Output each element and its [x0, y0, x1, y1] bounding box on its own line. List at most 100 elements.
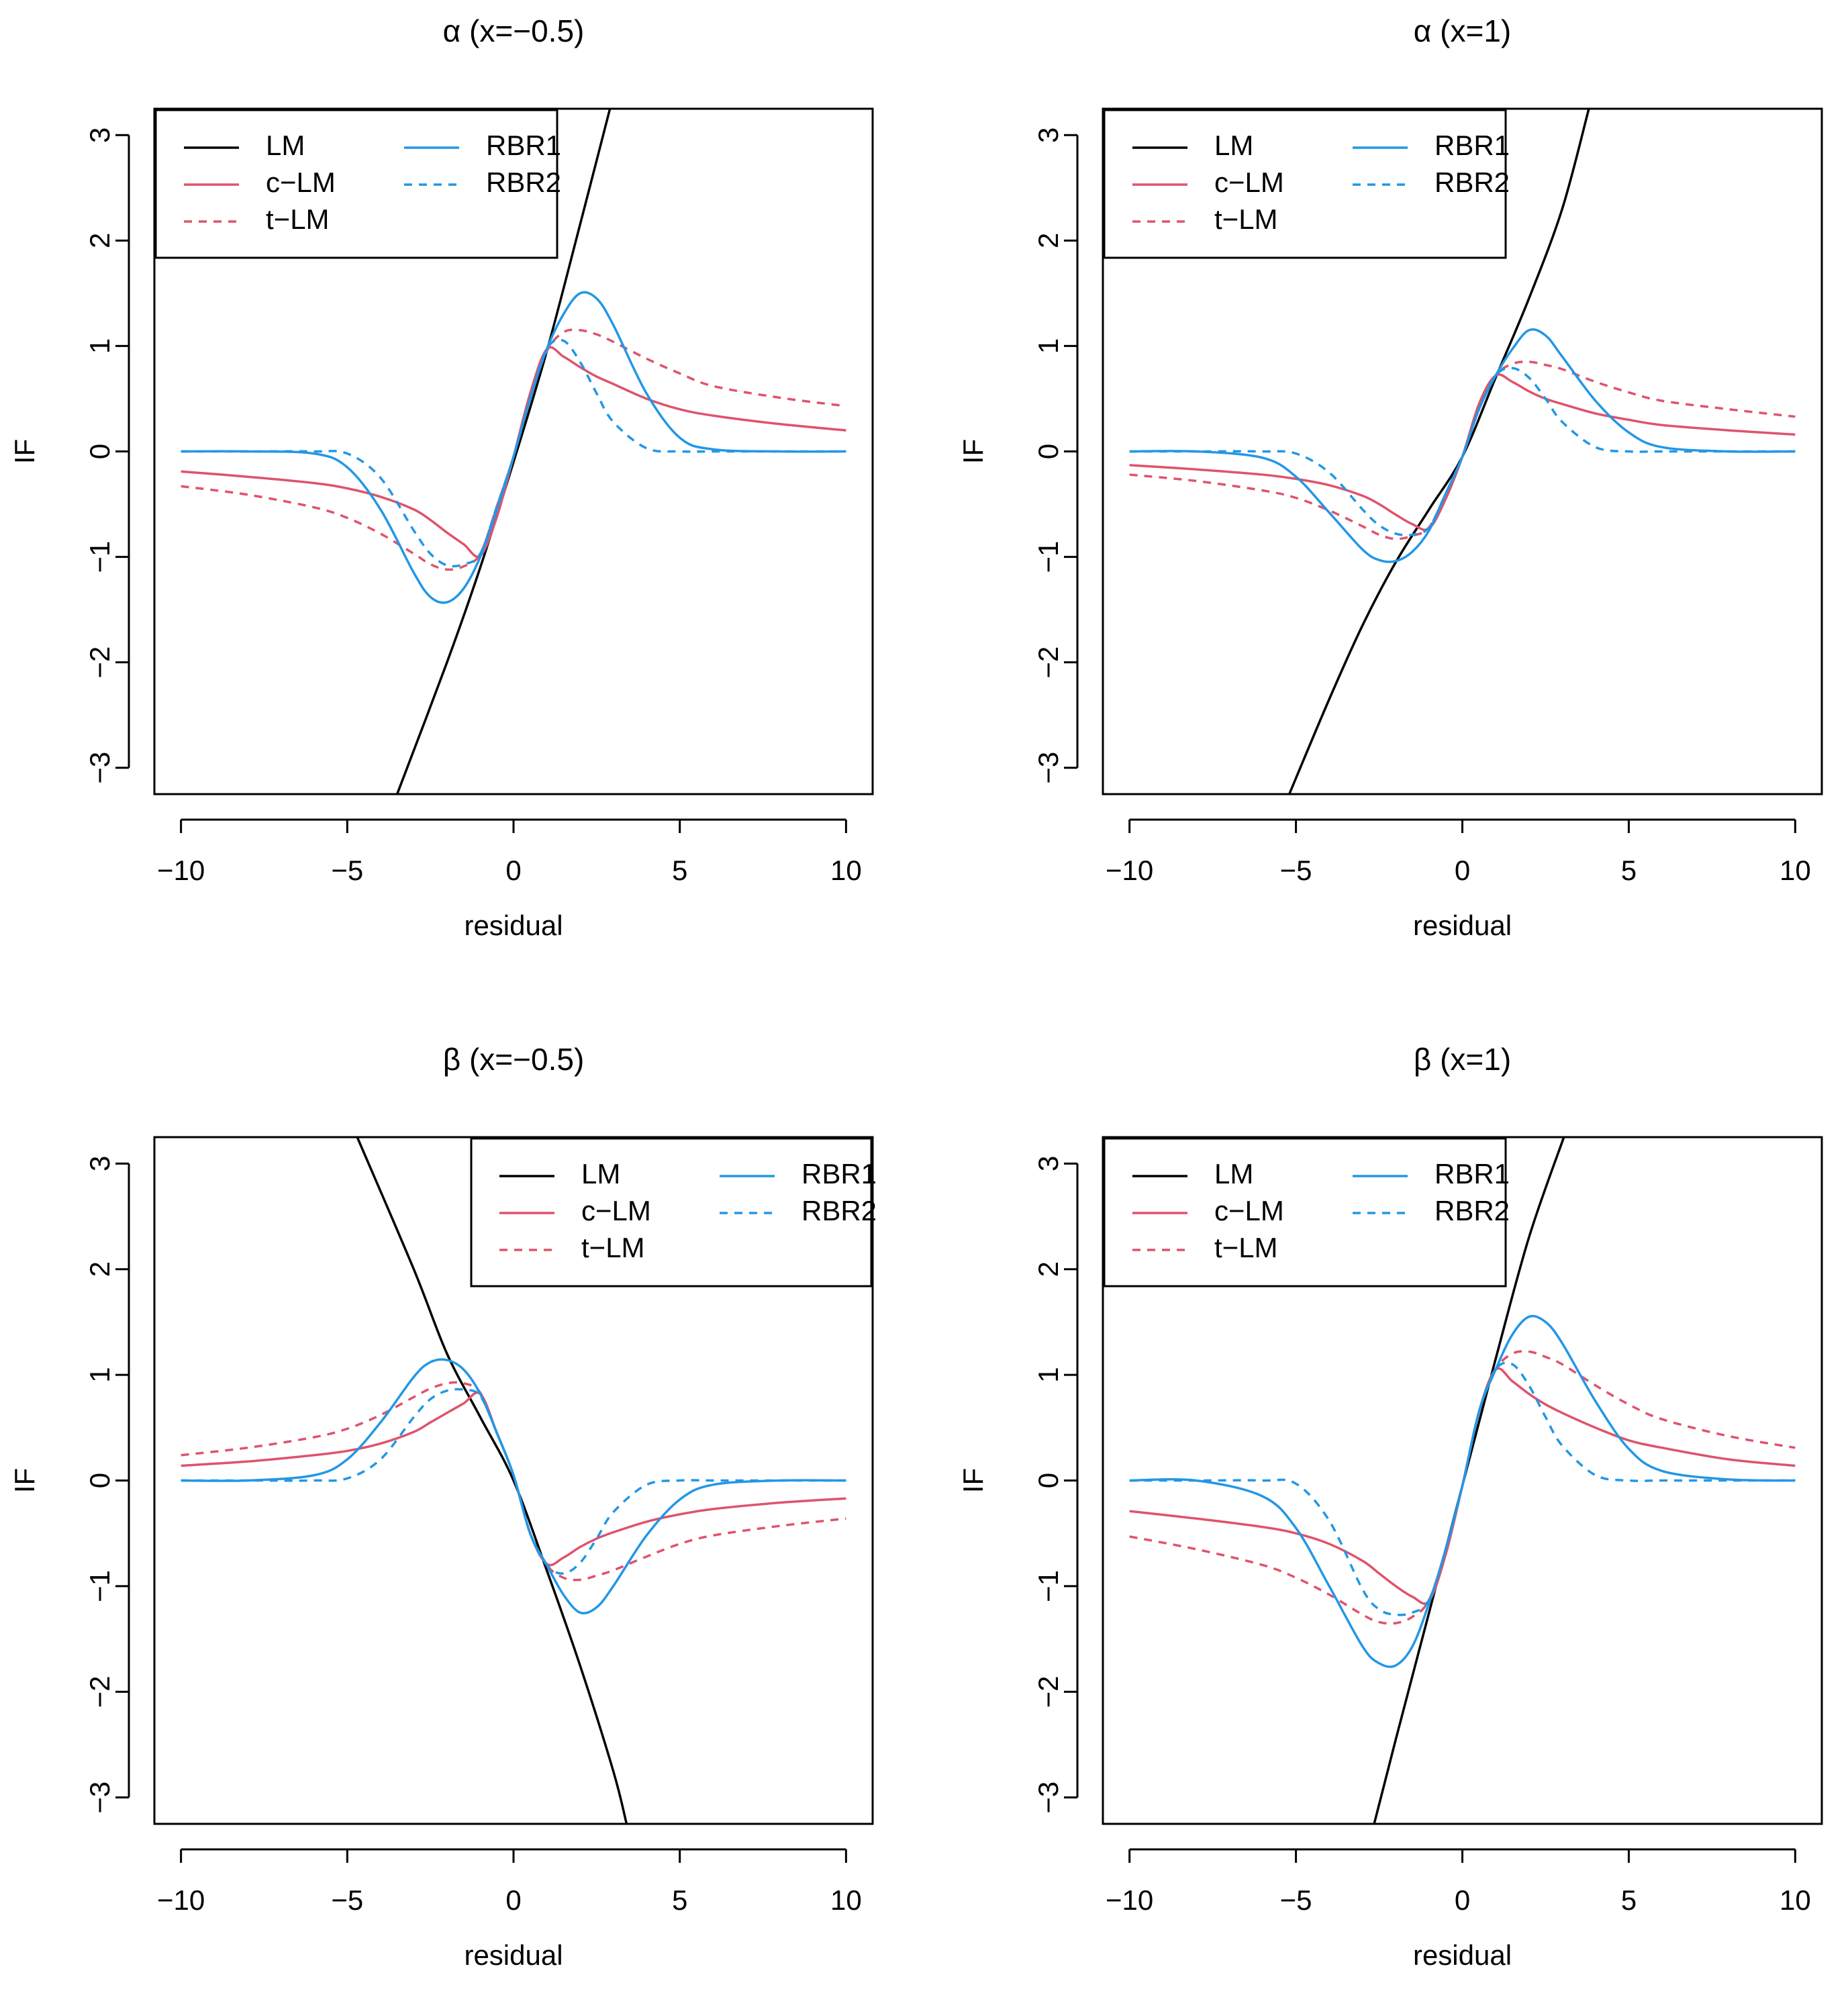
y-axis-label: IF: [957, 439, 989, 464]
legend: LM c−LM t−LM RBR1 RBR2: [1103, 1137, 1510, 1288]
y-tick-label: 3: [84, 1156, 115, 1171]
legend-label: t−LM: [1214, 203, 1278, 235]
y-axis-label: IF: [9, 439, 40, 464]
y-tick-label: −3: [84, 1782, 115, 1814]
legend-label: t−LM: [1214, 1232, 1278, 1263]
chart-panel-3: β (x=−0.5)−10 −5 0 5 10residual−3−2−10123IFL…: [9, 1042, 877, 1971]
x-tick-label: 10: [830, 1884, 862, 1916]
x-tick-label: −10: [1106, 1884, 1153, 1916]
y-tick-label: −1: [1032, 1570, 1064, 1602]
y-tick-label: 1: [1032, 1367, 1064, 1382]
x-tick-label: −5: [1280, 855, 1312, 886]
y-tick-label: −2: [84, 1676, 115, 1708]
legend-label: RBR2: [486, 166, 561, 198]
x-axis-label: residual: [1413, 910, 1512, 941]
x-tick-label: 0: [505, 1884, 521, 1916]
series-line-rbr1: [1129, 328, 1796, 563]
y-tick-label: −1: [84, 1570, 115, 1602]
x-tick-label: 5: [1621, 1884, 1637, 1916]
legend-label: LM: [581, 1158, 620, 1190]
series-line-rbr1: [1129, 1314, 1796, 1668]
plot-frame: [1102, 107, 1823, 795]
series-line-rbr2: [181, 338, 846, 568]
legend-label: c−LM: [1214, 1195, 1284, 1226]
x-tick-label: 10: [830, 855, 862, 886]
y-tick-label: 3: [84, 128, 115, 143]
x-tick-label: −5: [331, 1884, 363, 1916]
legend: LM c−LM t−LM RBR1 RBR2: [470, 1137, 877, 1288]
x-axis-label: residual: [464, 1939, 563, 1971]
legend-label: t−LM: [266, 203, 330, 235]
y-tick-label: −3: [1032, 1782, 1064, 1814]
chart-title: α (x=1): [1414, 13, 1511, 48]
chart-title: β (x=1): [1414, 1042, 1511, 1077]
x-tick-label: 0: [1455, 1884, 1470, 1916]
x-tick-label: 10: [1780, 855, 1811, 886]
x-tick-label: −5: [331, 855, 363, 886]
legend-label: RBR1: [801, 1158, 877, 1190]
legend-label: LM: [1214, 130, 1253, 161]
chart-panel-2: α (x=1)−10 −5 0 5 10residual−3−2−10123IFLMc−…: [957, 13, 1823, 941]
legend-label: c−LM: [266, 166, 336, 198]
y-tick-label: 2: [84, 233, 115, 248]
series-line-lm: [1288, 109, 1590, 794]
legend-label: c−LM: [1214, 166, 1284, 198]
x-tick-label: −10: [157, 855, 205, 886]
series-line-tlm: [181, 328, 846, 571]
x-tick-label: −10: [157, 1884, 205, 1916]
y-tick-label: 3: [1032, 128, 1064, 143]
series-line-rbr2: [181, 1388, 846, 1575]
legend-label: RBR2: [1434, 166, 1510, 198]
y-tick-label: 0: [84, 444, 115, 459]
legend-label: LM: [266, 130, 305, 161]
series-line-lm: [356, 1137, 628, 1824]
x-axis-label: residual: [1413, 1939, 1512, 1971]
legend-label: RBR1: [1434, 1158, 1510, 1190]
legend-label: LM: [1214, 1158, 1253, 1190]
x-tick-label: 5: [672, 855, 687, 886]
y-tick-label: 2: [1032, 233, 1064, 248]
plot-frame: [153, 1136, 874, 1825]
y-tick-label: −3: [84, 752, 115, 784]
legend-label: RBR2: [1434, 1195, 1510, 1226]
y-tick-label: 1: [1032, 338, 1064, 354]
series-line-lm: [395, 109, 612, 794]
y-tick-label: −2: [1032, 1676, 1064, 1708]
chart-title: α (x=−0.5): [443, 13, 585, 48]
x-tick-label: −5: [1280, 1884, 1312, 1916]
x-tick-label: −10: [1106, 855, 1153, 886]
x-axis-label: residual: [464, 910, 563, 941]
y-tick-label: 2: [84, 1261, 115, 1277]
y-axis-label: IF: [957, 1468, 989, 1493]
series-line-rbr1: [181, 291, 846, 604]
y-axis-label: IF: [9, 1468, 40, 1493]
y-tick-label: 3: [1032, 1156, 1064, 1171]
y-tick-label: 2: [1032, 1261, 1064, 1277]
x-tick-label: 10: [1780, 1884, 1811, 1916]
y-tick-label: −1: [84, 541, 115, 573]
y-tick-label: −2: [1032, 646, 1064, 679]
y-tick-label: 0: [1032, 444, 1064, 459]
chart-panel-1: α (x=−0.5)−10 −5 0 5 10residual−3−2−10123IFL…: [9, 13, 874, 941]
y-tick-label: −2: [84, 646, 115, 679]
x-tick-label: 0: [505, 855, 521, 886]
legend: LM c−LM t−LM RBR1 RBR2: [1103, 109, 1510, 259]
plot-frame: [1102, 1136, 1823, 1825]
chart-title: β (x=−0.5): [443, 1042, 585, 1077]
legend-label: RBR1: [1434, 130, 1510, 161]
chart-panel-4: β (x=1)−10 −5 0 5 10residual−3−2−10123IFLMc−…: [957, 1042, 1823, 1971]
legend-label: RBR1: [486, 130, 561, 161]
legend-label: RBR2: [801, 1195, 877, 1226]
y-tick-label: −1: [1032, 541, 1064, 573]
legend-label: t−LM: [581, 1232, 645, 1263]
series-line-rbr1: [181, 1358, 846, 1614]
legend-label: c−LM: [581, 1195, 651, 1226]
series-line-rbr2: [1129, 367, 1796, 537]
y-tick-label: 0: [1032, 1473, 1064, 1488]
y-tick-label: −3: [1032, 752, 1064, 784]
series-line-rbr2: [1129, 1361, 1796, 1616]
x-tick-label: 5: [672, 1884, 687, 1916]
y-tick-label: 0: [84, 1473, 115, 1488]
plot-frame: [153, 107, 874, 795]
